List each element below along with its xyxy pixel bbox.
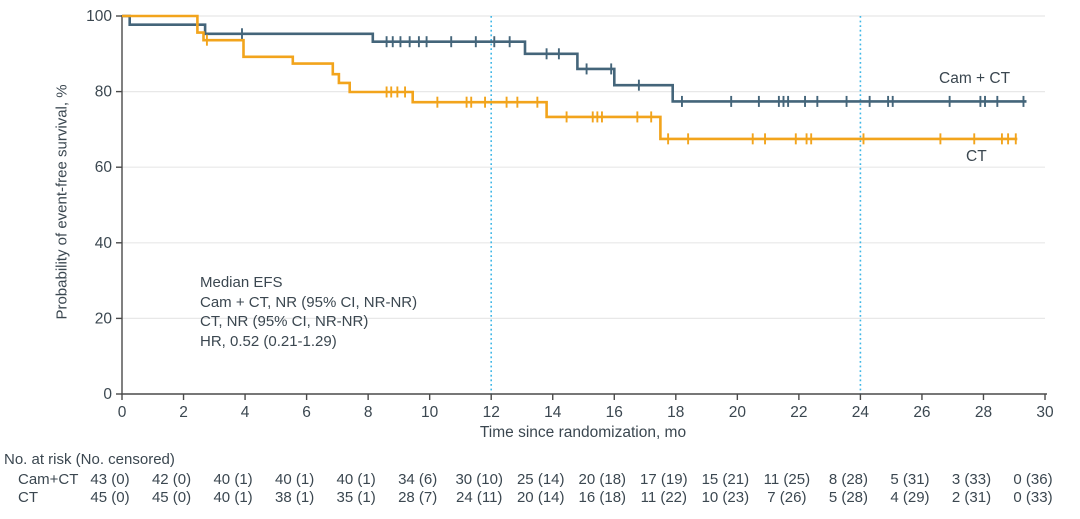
at-risk-cell: 40 (1): [336, 471, 376, 488]
y-tick-label: 100: [86, 8, 112, 25]
at-risk-cell: 30 (10): [455, 471, 503, 488]
at-risk-cell: 45 (0): [90, 489, 130, 506]
at-risk-cell: 24 (11): [455, 489, 503, 506]
at-risk-cell: 35 (1): [336, 489, 376, 506]
at-risk-cell: 0 (33): [1013, 489, 1053, 506]
at-risk-cell: 38 (1): [275, 489, 315, 506]
at-risk-cell: 40 (1): [213, 489, 253, 506]
at-risk-cell: 4 (29): [890, 489, 930, 506]
median-efs-annotation: Median EFS Cam + CT, NR (95% CI, NR-NR) …: [200, 273, 417, 351]
at-risk-cell: 7 (26): [767, 489, 807, 506]
at-risk-cell: 25 (14): [516, 471, 565, 488]
y-axis-title: Probability of event-free survival, %: [53, 84, 71, 320]
at-risk-cell: 3 (33): [951, 471, 992, 488]
y-tick-label: 40: [95, 235, 113, 252]
annotation-line-median: Median EFS: [200, 274, 283, 291]
x-tick-label: 14: [544, 404, 562, 421]
at-risk-cell: 42 (0): [151, 471, 192, 488]
km-curve-camct: [122, 14, 1027, 103]
x-tick-label: 10: [421, 404, 439, 421]
at-risk-cell: 10 (23): [701, 489, 750, 506]
at-risk-cell: 40 (1): [213, 471, 253, 488]
x-tick-label: 24: [852, 404, 870, 421]
x-tick-label: 12: [483, 404, 500, 421]
at-risk-cell: 0 (36): [1013, 471, 1053, 488]
x-tick-label: 20: [729, 404, 747, 421]
y-tick-label: 60: [95, 159, 113, 176]
x-tick-label: 6: [302, 404, 311, 421]
x-tick-label: 28: [975, 404, 992, 421]
x-tick-label: 18: [667, 404, 684, 421]
km-curve-ct: [122, 14, 1018, 141]
at-risk-row-label: Cam+CT: [18, 471, 79, 488]
y-tick-label: 0: [103, 386, 112, 403]
at-risk-cell: 28 (7): [398, 489, 438, 506]
at-risk-cell: 11 (25): [763, 471, 811, 488]
x-tick-label: 8: [364, 404, 373, 421]
x-tick-label: 0: [118, 404, 127, 421]
annotation-line-cam-ct: Cam + CT, NR (95% CI, NR-NR): [200, 293, 418, 311]
at-risk-cell: 16 (18): [578, 489, 627, 506]
annotation-line-hr: HR, 0.52 (0.21-1.29): [200, 332, 337, 350]
x-tick-label: 22: [790, 404, 807, 421]
at-risk-header: No. at risk (No. censored): [4, 451, 175, 468]
at-risk-cell: 8 (28): [828, 471, 868, 488]
at-risk-cell: 11 (22): [640, 489, 688, 506]
y-tick-label: 80: [95, 84, 113, 101]
at-risk-cell: 2 (31): [951, 489, 992, 506]
annotation-line-ct: CT, NR (95% CI, NR-NR): [200, 313, 369, 330]
x-axis-title: Time since randomization, mo: [479, 424, 687, 441]
x-tick-label: 16: [606, 404, 623, 421]
at-risk-cell: 34 (6): [398, 471, 438, 488]
x-tick-label: 26: [913, 404, 930, 421]
x-tick-label: 30: [1036, 404, 1054, 421]
at-risk-row-label: CT: [18, 489, 38, 506]
at-risk-cell: 43 (0): [90, 471, 130, 488]
at-risk-cell: 20 (18): [578, 471, 627, 488]
x-tick-label: 2: [179, 404, 188, 421]
at-risk-cell: 5 (31): [890, 471, 930, 488]
at-risk-cell: 15 (21): [701, 471, 750, 488]
at-risk-cell: 17 (19): [640, 471, 688, 488]
x-tick-label: 4: [241, 404, 250, 421]
at-risk-cell: 20 (14): [516, 489, 565, 506]
y-tick-label: 20: [95, 310, 113, 327]
at-risk-cell: 5 (28): [828, 489, 868, 506]
at-risk-cell: 40 (1): [275, 471, 315, 488]
curve-label-cam-ct: Cam + CT: [939, 70, 1011, 87]
curve-label-ct: CT: [966, 148, 987, 165]
at-risk-cell: 45 (0): [151, 489, 192, 506]
